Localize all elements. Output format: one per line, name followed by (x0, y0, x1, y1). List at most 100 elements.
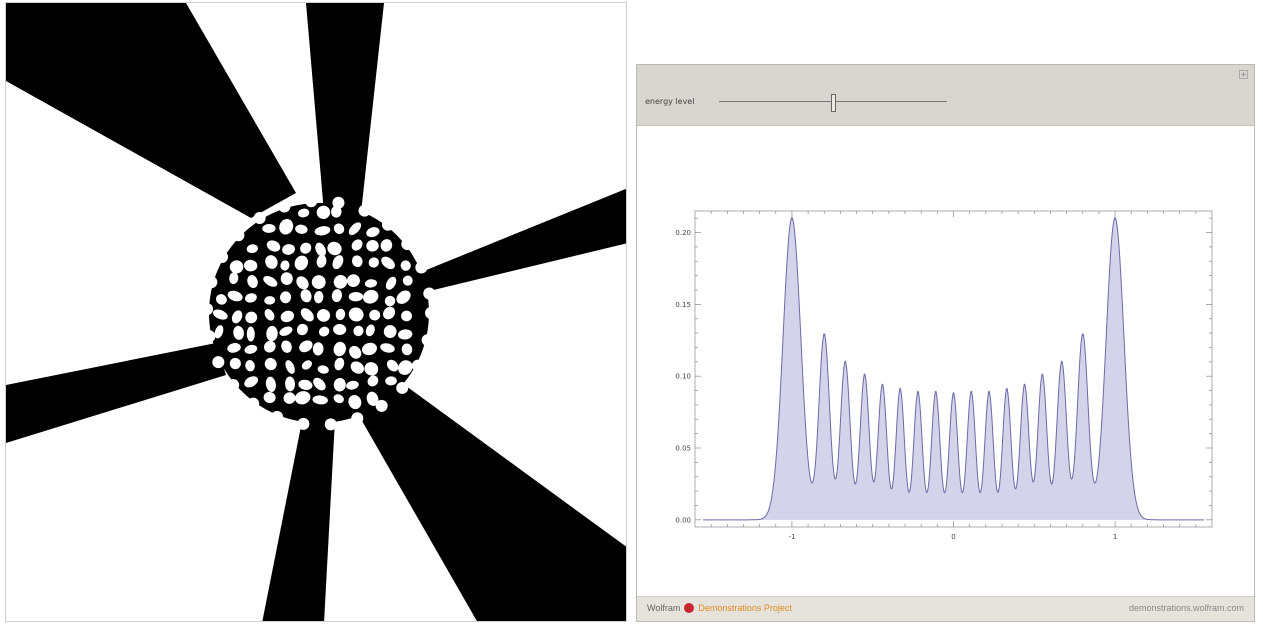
pattern-blob (279, 219, 294, 235)
pattern-blob (262, 223, 276, 233)
pattern-blobs (201, 195, 437, 431)
pattern-blob (348, 395, 362, 410)
pattern-blob (265, 376, 276, 393)
pattern-blob (346, 274, 360, 287)
pattern-blob (263, 391, 276, 404)
pattern-blob (400, 260, 411, 271)
pattern-rim-notch (201, 303, 214, 316)
demonstrations-url[interactable]: demonstrations.wolfram.com (1128, 603, 1244, 613)
pattern-blob (312, 342, 324, 356)
pattern-rim-notch (216, 251, 229, 263)
pattern-blob (229, 260, 244, 274)
pattern-blob (295, 224, 308, 234)
pattern-blob (265, 255, 278, 269)
pattern-blob (363, 289, 379, 304)
control-panel: energy level + (637, 65, 1254, 126)
y-tick-label: 0.05 (675, 445, 691, 453)
density-peak (916, 390, 920, 394)
density-peak (987, 390, 991, 394)
pattern-blob (333, 341, 346, 357)
footer-branding[interactable]: Wolfram Demonstrations Project (647, 603, 792, 613)
pattern-blob (266, 325, 278, 342)
pattern-blob (401, 343, 413, 356)
pattern-blob (315, 242, 326, 257)
pattern-blob (334, 357, 345, 371)
pattern-blob (316, 309, 331, 322)
pattern-rim-notch (227, 378, 240, 391)
x-tick-label: -1 (788, 533, 795, 541)
pattern-blob (396, 290, 411, 304)
pattern-blob (317, 365, 329, 374)
pattern-blob (264, 309, 275, 321)
pattern-blob (332, 255, 344, 270)
pattern-blob (247, 275, 258, 289)
energy-level-slider-thumb[interactable] (831, 94, 836, 112)
pattern-blob (246, 244, 258, 254)
pattern-blob (297, 208, 310, 218)
demonstrations-project-link[interactable]: Demonstrations Project (698, 603, 792, 613)
pattern-blob (331, 289, 343, 303)
wolfram-brand: Wolfram (647, 603, 681, 613)
pattern-blob (366, 227, 380, 238)
pattern-blob (367, 375, 379, 387)
pattern-blob (316, 205, 331, 219)
pattern-blob (300, 242, 312, 254)
pattern-ray (306, 3, 384, 213)
pattern-blob (244, 376, 259, 388)
pattern-blob (353, 325, 364, 337)
pattern-blob (264, 340, 276, 353)
pattern-blob (398, 329, 413, 340)
pattern-rays (6, 3, 626, 621)
pattern-ray (414, 188, 626, 293)
pattern-blob (361, 342, 377, 356)
pattern-blob (384, 295, 396, 307)
pattern-rim-notch (358, 204, 371, 217)
pattern-blob (281, 340, 292, 353)
density-peak (970, 390, 973, 394)
pattern-blob (296, 276, 309, 290)
pattern-rim-notch (375, 399, 388, 412)
pattern-blob (346, 380, 359, 390)
density-peak (790, 216, 794, 220)
pattern-blob (313, 377, 326, 391)
pattern-rim-notch (297, 417, 310, 430)
pattern-blob (300, 308, 314, 322)
pattern-blob (348, 291, 364, 302)
pattern-blob (311, 275, 326, 289)
pattern-blob (385, 276, 397, 290)
pattern-rim-notch (401, 238, 414, 251)
pattern-blob (294, 255, 309, 271)
pattern-ray (346, 375, 626, 621)
pattern-rim-notch (212, 356, 225, 369)
pattern-blob (348, 222, 362, 236)
pattern-blob (214, 325, 224, 339)
pattern-blob (245, 360, 255, 372)
pattern-blob (233, 325, 244, 340)
pattern-blob (280, 260, 290, 271)
pattern-blob (283, 392, 296, 404)
pattern-blob (385, 376, 397, 386)
pattern-rim-notch (278, 200, 291, 213)
pattern-blob (227, 290, 243, 302)
probability-density-chart: -1 0 1 0.00 0.05 0.10 0.15 0.20 (675, 210, 1213, 541)
pattern-rim-notch (351, 412, 364, 425)
pattern-blob (381, 256, 395, 270)
pattern-blob (335, 308, 346, 321)
pattern-blob (351, 255, 363, 268)
peak-marks (790, 216, 1117, 395)
pattern-blob (246, 326, 255, 342)
pattern-blob (314, 291, 324, 304)
pattern-rim-notch (423, 287, 436, 300)
pattern-rim-notch (324, 418, 337, 431)
pattern-blob (333, 323, 347, 335)
pattern-blob (215, 294, 227, 305)
pattern-rim-notch (205, 276, 218, 289)
pattern-blob (301, 360, 312, 370)
plus-icon[interactable]: + (1239, 70, 1248, 79)
pattern-blob (298, 379, 313, 390)
x-tick-label: 0 (951, 533, 955, 541)
slider-label: energy level (645, 97, 695, 106)
pattern-rim-notch (271, 410, 284, 423)
density-peak (952, 392, 955, 395)
density-area (703, 218, 1204, 520)
